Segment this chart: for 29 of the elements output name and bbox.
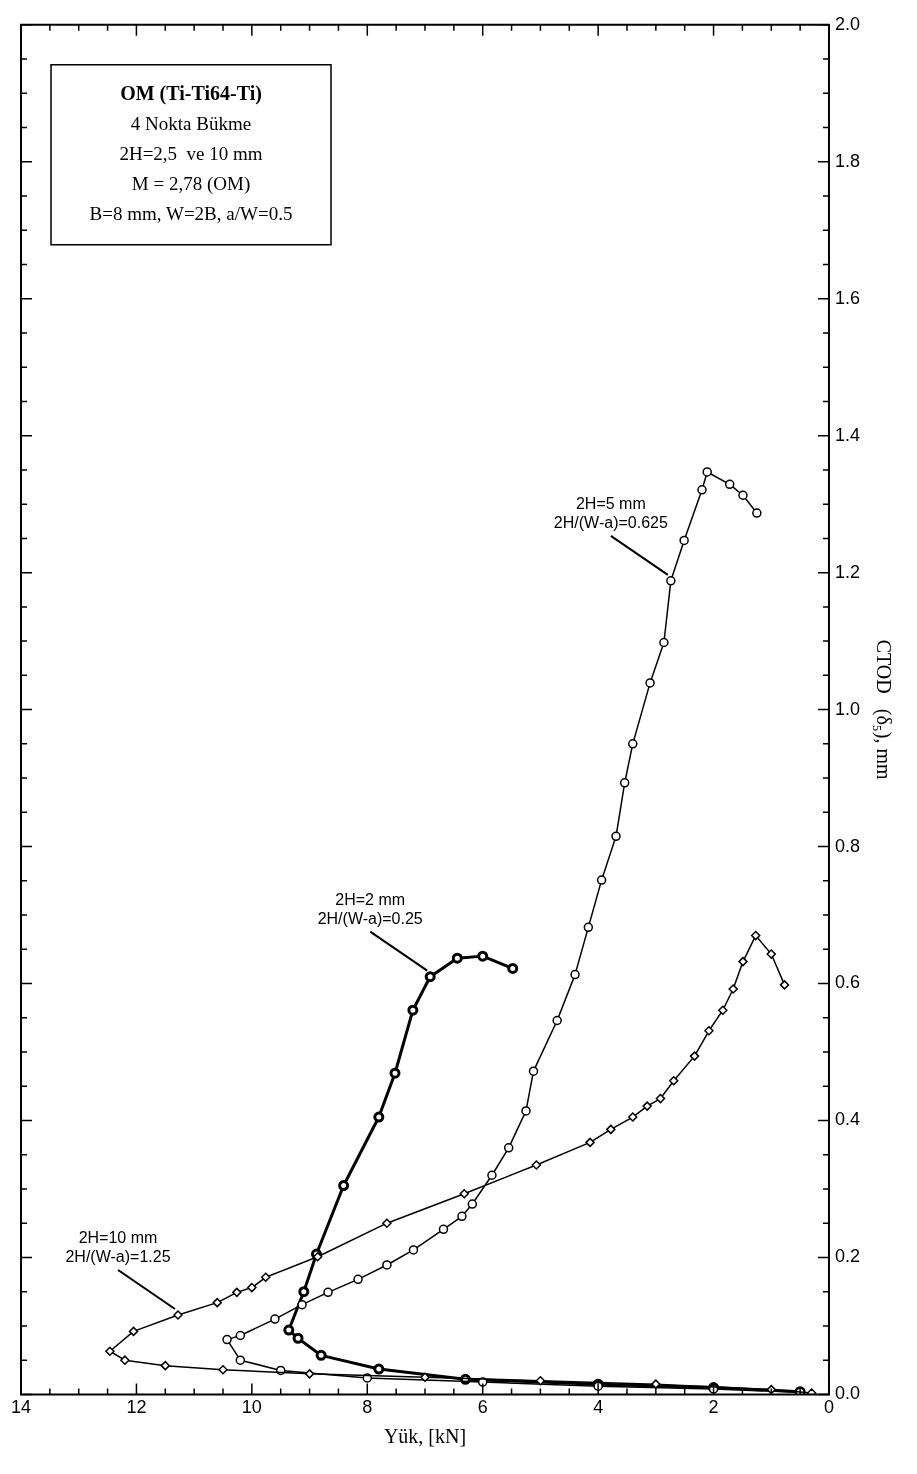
x-tick-label: 4: [593, 1397, 604, 1418]
annotation: 2H=2,5 ve 10 mm: [119, 142, 263, 164]
y-tick-label: 1.4: [834, 424, 861, 445]
y-tick-label: 0.0: [834, 1383, 861, 1404]
y-tick-label: 0.8: [834, 835, 861, 856]
annotation: M = 2,78 (OM): [131, 172, 251, 195]
y-tick-label: 0.4: [834, 1109, 861, 1130]
series-label: 2H=5 mm 2H/(W-a)=0.625: [553, 494, 668, 531]
x-tick-label: 14: [11, 1397, 32, 1418]
text: 2H=2 mm 2H/(W-a)=0.25: [317, 890, 423, 927]
annotation: B=8 mm, W=2B, a/W=0.5: [89, 202, 293, 224]
y-tick-label: 1.0: [834, 698, 861, 719]
x-tick-label: 0: [823, 1397, 834, 1418]
annotation: OM (Ti-Ti64-Ti): [120, 81, 262, 105]
x-tick-label: 8: [362, 1397, 373, 1418]
annotation: 4 Nokta Bükme: [130, 112, 252, 134]
y-tick-label: 2.0: [834, 13, 861, 34]
x-tick-label: 6: [477, 1397, 488, 1418]
y-tick-label: 1.6: [834, 287, 861, 308]
y-tick-label: 1.2: [834, 561, 861, 582]
x-tick-label: 2: [708, 1397, 719, 1418]
y-tick-label: 1.8: [834, 150, 861, 171]
x-tick-label: 10: [241, 1397, 262, 1418]
y-tick-label: 0.6: [834, 972, 861, 993]
x-tick-label: 12: [126, 1397, 147, 1418]
text: 2H=10 mm 2H/(W-a)=1.25: [65, 1228, 171, 1265]
x-axis-title: Yük, [kN]: [383, 1425, 467, 1448]
y-tick-label: 0.2: [834, 1246, 861, 1267]
y-axis-title: CTOD (δ₅), mm: [871, 639, 895, 780]
